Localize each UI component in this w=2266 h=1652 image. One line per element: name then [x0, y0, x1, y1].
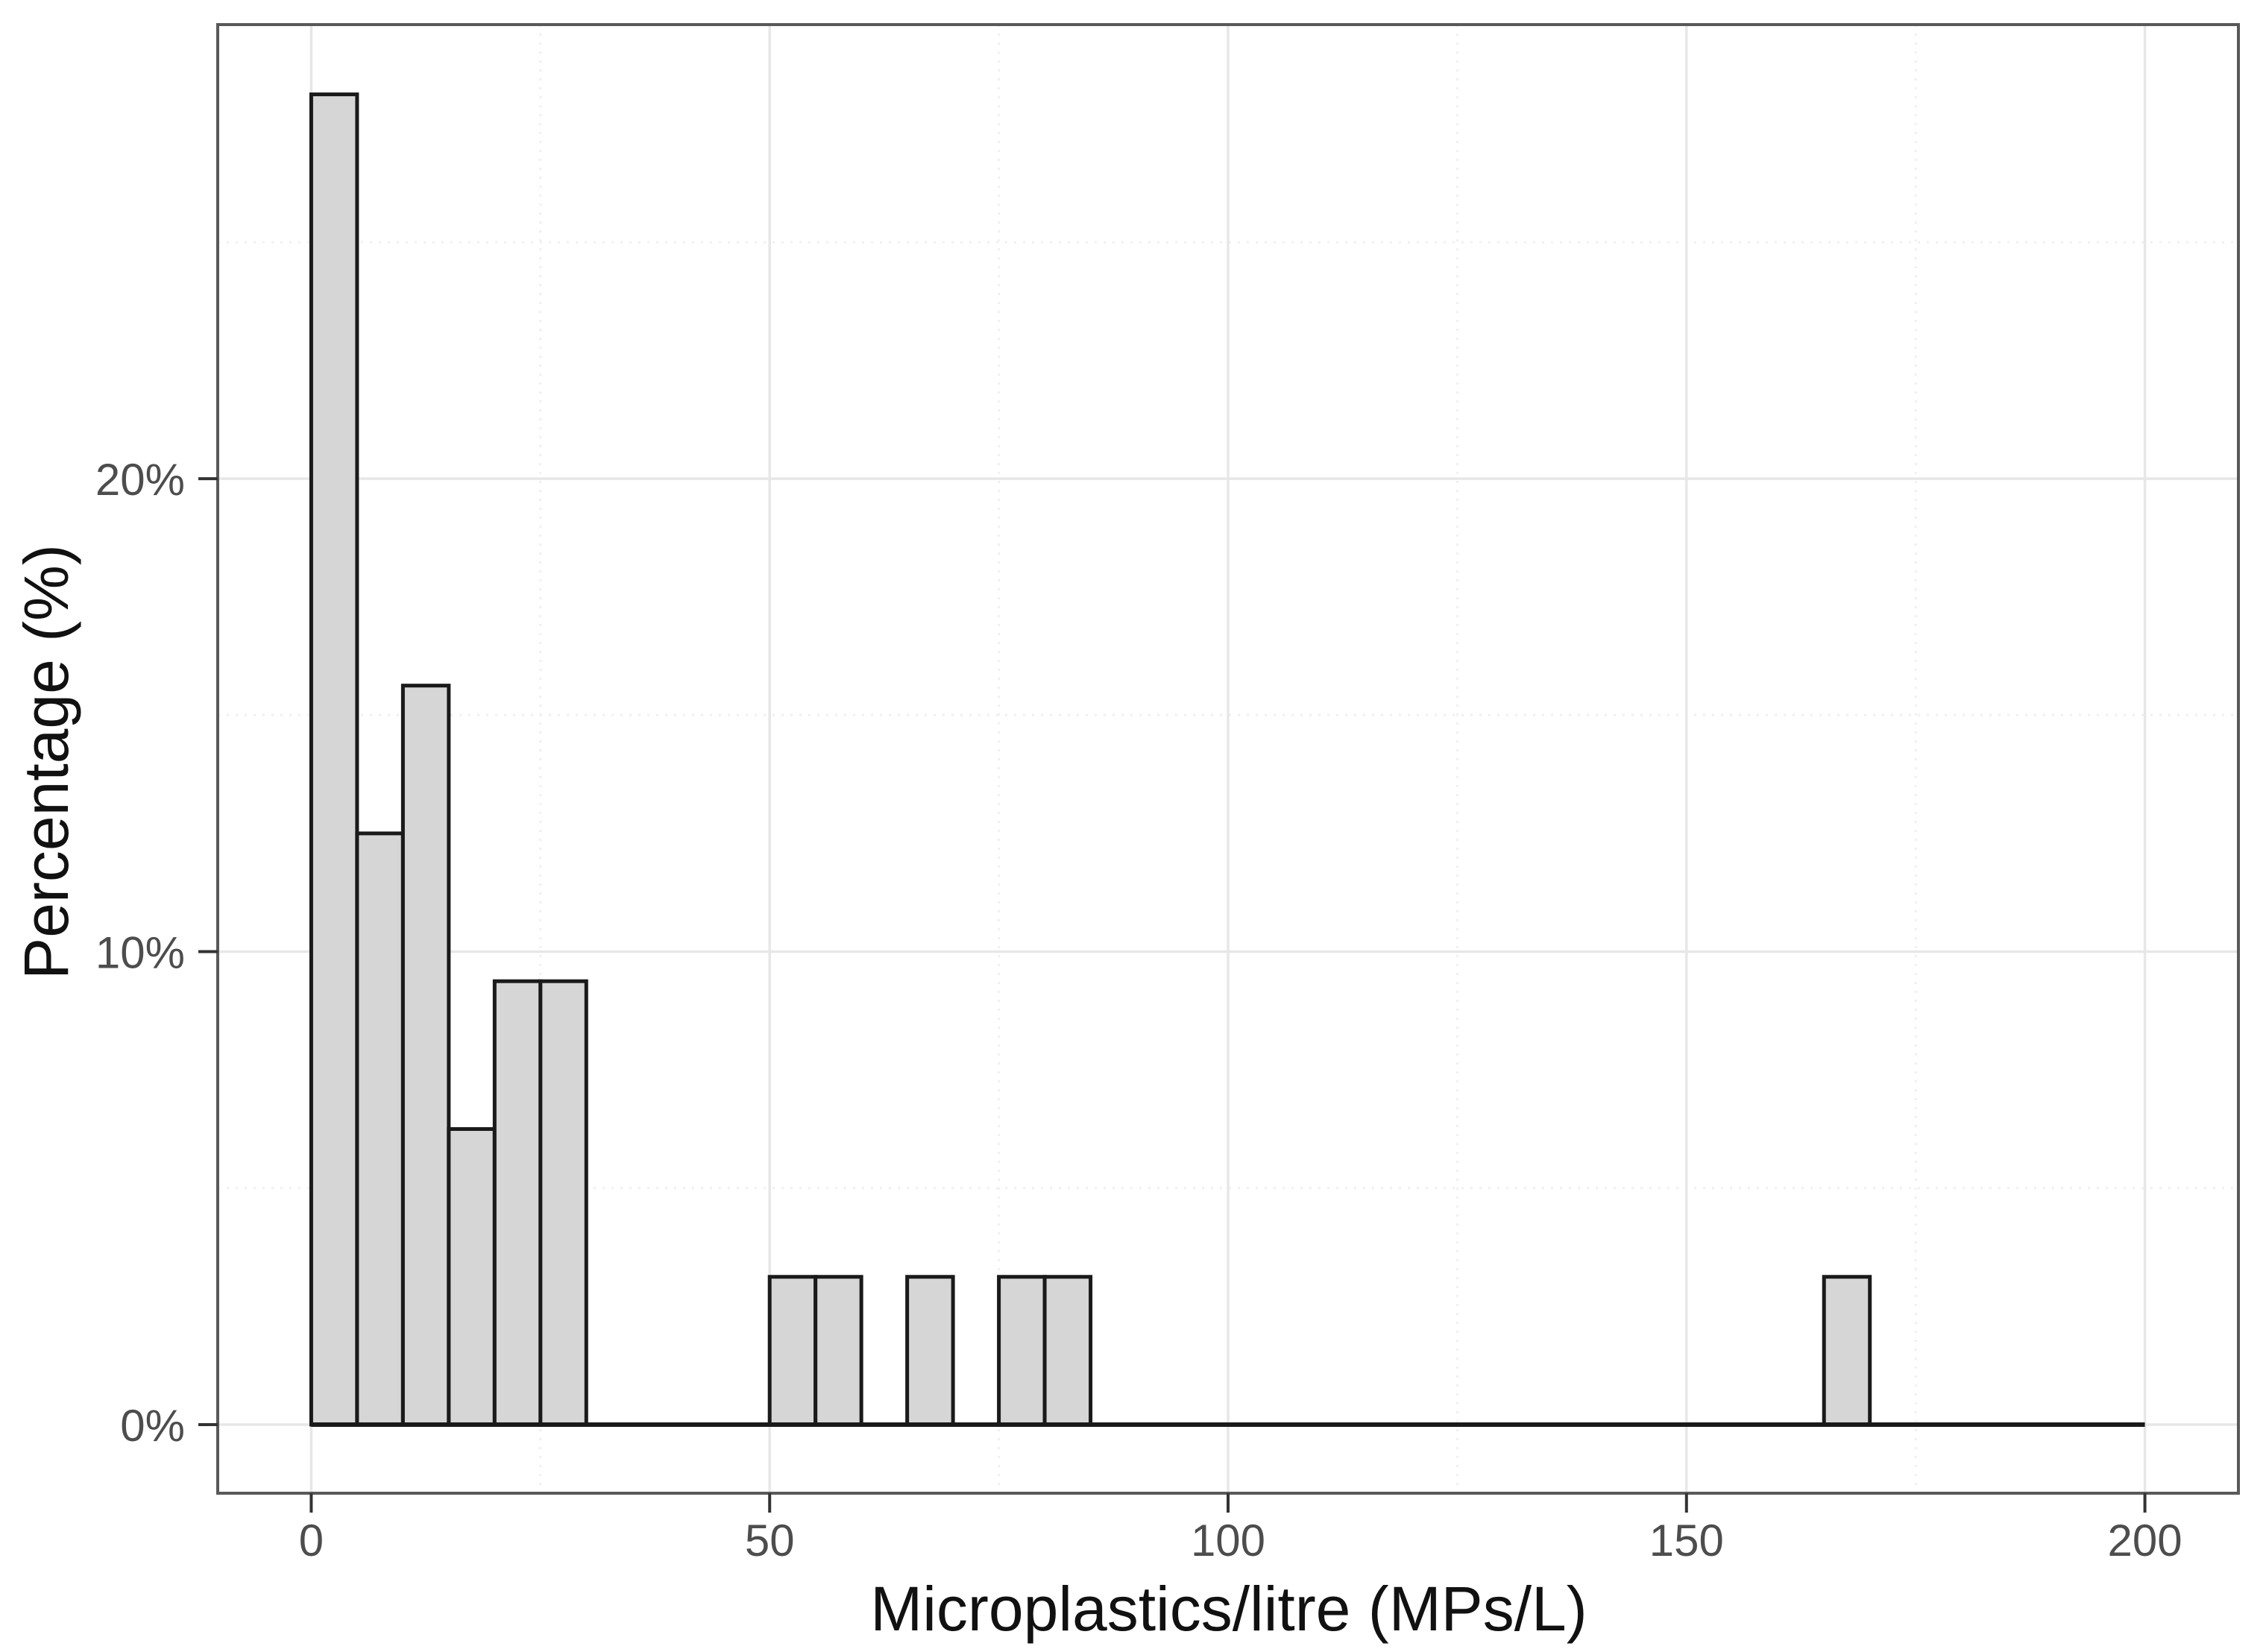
- x-tick-label: 0: [299, 1516, 324, 1566]
- y-tick-label: 20%: [95, 455, 185, 505]
- histogram-bar: [813, 1275, 863, 1427]
- x-axis-title: Microplastics/litre (MPs/L): [870, 1574, 1587, 1644]
- histogram-bar: [1822, 1275, 1872, 1427]
- histogram-bar: [905, 1275, 955, 1427]
- y-tick-label: 10%: [95, 928, 185, 978]
- x-tick-label: 100: [1191, 1516, 1265, 1566]
- x-tick-label: 200: [2108, 1516, 2182, 1566]
- histogram-bar: [309, 92, 359, 1427]
- histogram-bar: [355, 831, 405, 1427]
- y-axis-title: Percentage (%): [11, 544, 81, 980]
- x-tick-label: 150: [1649, 1516, 1724, 1566]
- histogram-bar: [997, 1275, 1047, 1427]
- histogram-bar: [767, 1275, 818, 1427]
- histogram-bar: [492, 979, 543, 1427]
- x-tick-label: 50: [745, 1516, 795, 1566]
- y-tick-label: 0%: [120, 1401, 185, 1451]
- histogram-bar: [1042, 1275, 1093, 1427]
- histogram-bar: [447, 1126, 497, 1427]
- histogram-bar: [538, 979, 588, 1427]
- histogram-bar: [400, 684, 451, 1427]
